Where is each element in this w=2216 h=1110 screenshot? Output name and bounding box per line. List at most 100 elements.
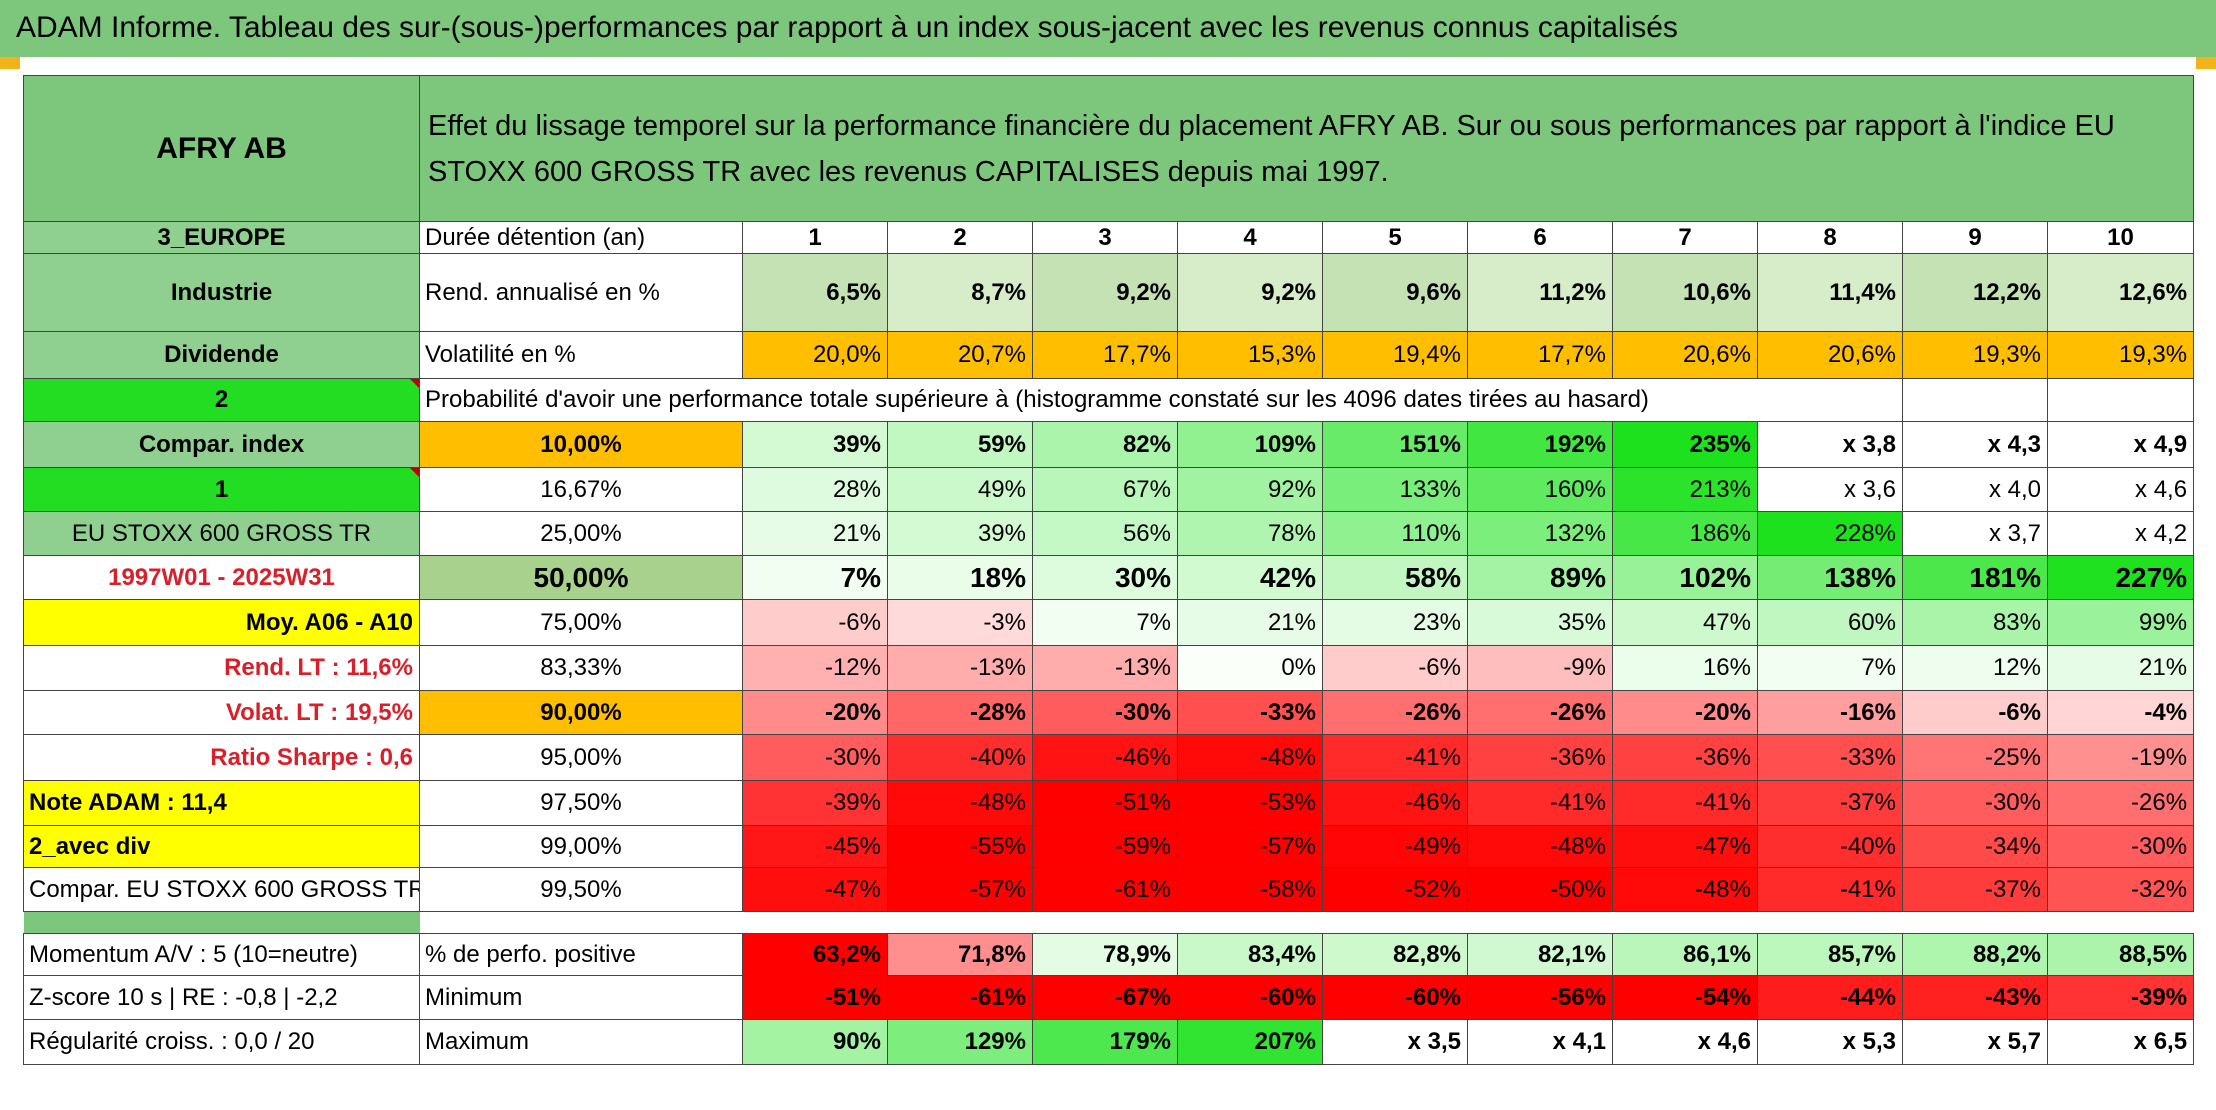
minimum-value: -67% xyxy=(1032,975,1178,1020)
probability-row: Compar. EU STOXX 600 GROSS TR 99,50% -47% -… xyxy=(23,867,2195,912)
probability-header-row: 2 Probabilité d'avoir une performance tot… xyxy=(23,378,2195,422)
probability-value: 39% xyxy=(742,421,888,468)
probability-value: -20% xyxy=(1612,690,1758,735)
probability-level: 90,00% xyxy=(419,690,743,735)
sector-label: Industrie xyxy=(23,253,420,332)
minimum-value: -39% xyxy=(2046,975,2195,1020)
probability-value: -13% xyxy=(887,645,1033,691)
maximum-value: 90% xyxy=(742,1019,888,1065)
annual-return-value: 12,2% xyxy=(1902,253,2048,332)
probability-value: -55% xyxy=(887,825,1033,868)
probability-value: 42% xyxy=(1177,555,1323,600)
probability-value: -30% xyxy=(1032,690,1178,735)
compare-index-value: 1 xyxy=(23,467,420,512)
probability-value: 23% xyxy=(1322,599,1468,646)
probability-value: 39% xyxy=(887,511,1033,556)
probability-value: 58% xyxy=(1322,555,1468,600)
volatility-value: 15,3% xyxy=(1177,331,1323,379)
volatility-value: 17,7% xyxy=(1032,331,1178,379)
year-header: 4 xyxy=(1177,221,1323,254)
volatility-value: 20,7% xyxy=(887,331,1033,379)
probability-value: -47% xyxy=(1612,825,1758,868)
probability-value: -48% xyxy=(887,780,1033,826)
probability-level: 83,33% xyxy=(419,645,743,691)
probability-value: -28% xyxy=(887,690,1033,735)
probability-level: 25,00% xyxy=(419,511,743,556)
probability-value: 228% xyxy=(1757,511,1903,556)
probability-value: 192% xyxy=(1467,421,1613,468)
probability-row: Compar. index 10,00% 39% 59% 82% 109% 151% 192%… xyxy=(23,421,2195,468)
probability-value: x 3,8 xyxy=(1757,421,1903,468)
pct-positive-value: 71,8% xyxy=(887,933,1033,976)
probability-value: 30% xyxy=(1032,555,1178,600)
probability-value: -61% xyxy=(1032,867,1178,912)
probability-value: 160% xyxy=(1467,467,1613,512)
probability-value: -13% xyxy=(1032,645,1178,691)
probability-row: Volat. LT : 19,5% 90,00% -20% -28% -30% -33% -… xyxy=(23,690,2195,735)
probability-value: -41% xyxy=(1612,780,1758,826)
probability-row: 1 16,67% 28% 49% 67% 92% 133% 160% 213% x 3,6 x 4,… xyxy=(23,467,2195,512)
year-header: 9 xyxy=(1902,221,2048,254)
probability-level: 16,67% xyxy=(419,467,743,512)
volatility-value: 19,3% xyxy=(2046,331,2195,379)
regularity-label: Régularité croiss. : 0,0 / 20 xyxy=(23,1019,420,1065)
minimum-label: Minimum xyxy=(419,975,743,1020)
long-term-volatility: Volat. LT : 19,5% xyxy=(23,690,420,735)
maximum-value: 207% xyxy=(1177,1019,1323,1065)
probability-value: 28% xyxy=(742,467,888,512)
year-header: 2 xyxy=(887,221,1033,254)
duration-label: Durée détention (an) xyxy=(419,221,743,254)
pct-positive-value: 85,7% xyxy=(1757,933,1903,976)
volatility-value: 20,0% xyxy=(742,331,888,379)
probability-value: -6% xyxy=(742,599,888,646)
minimum-value: -44% xyxy=(1757,975,1903,1020)
maximum-value: x 5,3 xyxy=(1757,1019,1903,1065)
probability-value: -36% xyxy=(1612,734,1758,781)
probability-value: 102% xyxy=(1612,555,1758,600)
probability-value: 89% xyxy=(1467,555,1613,600)
probability-value: -6% xyxy=(1902,690,2048,735)
minimum-value: -54% xyxy=(1612,975,1758,1020)
probability-value: 47% xyxy=(1612,599,1758,646)
probability-value: -20% xyxy=(742,690,888,735)
probability-value: -46% xyxy=(1032,734,1178,781)
probability-value: -3% xyxy=(887,599,1033,646)
probability-value: 109% xyxy=(1177,421,1323,468)
probability-value: -26% xyxy=(2046,780,2195,826)
probability-value: -57% xyxy=(1177,825,1323,868)
probability-value: -48% xyxy=(1177,734,1323,781)
annual-return-value: 12,6% xyxy=(2046,253,2195,332)
probability-value: -40% xyxy=(1757,825,1903,868)
momentum-label: Momentum A/V : 5 (10=neutre) xyxy=(23,933,420,976)
probability-value: -19% xyxy=(2046,734,2195,781)
pct-positive-value: 63,2% xyxy=(742,933,888,976)
probability-value: -45% xyxy=(742,825,888,868)
probability-value: 49% xyxy=(887,467,1033,512)
probability-value: -37% xyxy=(1902,867,2048,912)
dividend-mode: 2_avec div xyxy=(23,825,420,868)
probability-value: -59% xyxy=(1032,825,1178,868)
empty-cell xyxy=(2046,378,2195,422)
probability-value: -39% xyxy=(742,780,888,826)
annual-return-value: 11,2% xyxy=(1467,253,1613,332)
year-header: 3 xyxy=(1032,221,1178,254)
separator-blank xyxy=(419,911,2194,934)
year-header: 10 xyxy=(2046,221,2195,254)
minimum-value: -51% xyxy=(742,975,888,1020)
maximum-value: x 6,5 xyxy=(2046,1019,2195,1065)
probability-value: -30% xyxy=(2046,825,2195,868)
probability-value: -51% xyxy=(1032,780,1178,826)
volatility-value: 19,3% xyxy=(1902,331,2048,379)
probability-value: 21% xyxy=(1177,599,1323,646)
probability-level: 97,50% xyxy=(419,780,743,826)
region-label: 3_EUROPE xyxy=(23,221,420,254)
dividend-label: Dividende xyxy=(23,331,420,379)
separator-green xyxy=(23,911,420,934)
annual-return-value: 9,6% xyxy=(1322,253,1468,332)
probability-value: -37% xyxy=(1757,780,1903,826)
probability-value: -6% xyxy=(1322,645,1468,691)
header-row: AFRY AB Effet du lissage temporel sur la … xyxy=(23,75,2195,222)
probability-value: 138% xyxy=(1757,555,1903,600)
probability-value: -57% xyxy=(887,867,1033,912)
period-label: 1997W01 - 2025W31 xyxy=(23,555,420,600)
